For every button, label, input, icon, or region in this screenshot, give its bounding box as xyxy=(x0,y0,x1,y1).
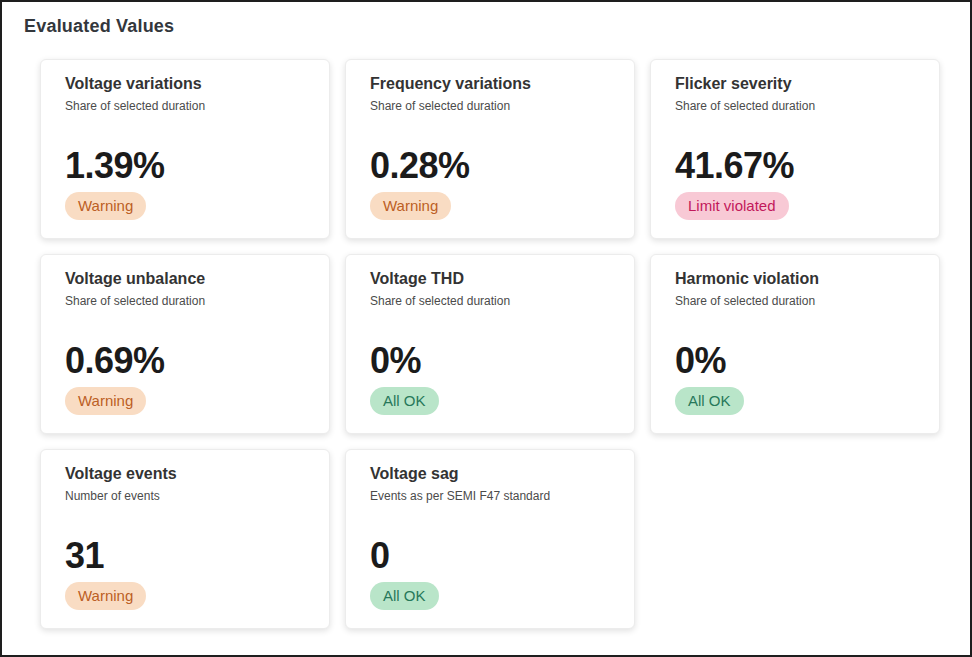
kpi-card-voltage-thd: Voltage THD Share of selected duration 0… xyxy=(345,254,635,434)
status-badge: All OK xyxy=(370,582,439,610)
card-subtitle: Share of selected duration xyxy=(370,99,510,113)
card-title: Flicker severity xyxy=(675,75,792,93)
status-badge: All OK xyxy=(675,387,744,415)
card-title: Frequency variations xyxy=(370,75,531,93)
status-badge: Warning xyxy=(370,192,451,220)
card-value: 0 xyxy=(370,538,390,574)
kpi-card-voltage-variations: Voltage variations Share of selected dur… xyxy=(40,59,330,239)
status-badge: All OK xyxy=(370,387,439,415)
card-title: Voltage variations xyxy=(65,75,202,93)
card-subtitle: Share of selected duration xyxy=(370,294,510,308)
kpi-card-voltage-events: Voltage events Number of events 31 Warni… xyxy=(40,449,330,629)
card-value: 0.69% xyxy=(65,343,165,379)
card-title: Harmonic violation xyxy=(675,270,819,288)
card-subtitle: Share of selected duration xyxy=(65,99,205,113)
card-value: 31 xyxy=(65,538,104,574)
page-title: Evaluated Values xyxy=(24,16,970,37)
card-value: 0% xyxy=(370,343,421,379)
kpi-card-flicker-severity: Flicker severity Share of selected durat… xyxy=(650,59,940,239)
card-value: 1.39% xyxy=(65,148,165,184)
kpi-card-frequency-variations: Frequency variations Share of selected d… xyxy=(345,59,635,239)
card-subtitle: Number of events xyxy=(65,489,160,503)
status-badge: Warning xyxy=(65,582,146,610)
kpi-card-voltage-sag: Voltage sag Events as per SEMI F47 stand… xyxy=(345,449,635,629)
card-subtitle: Share of selected duration xyxy=(675,294,815,308)
card-subtitle: Share of selected duration xyxy=(675,99,815,113)
card-subtitle: Share of selected duration xyxy=(65,294,205,308)
card-value: 0% xyxy=(675,343,726,379)
card-title: Voltage unbalance xyxy=(65,270,205,288)
card-title: Voltage events xyxy=(65,465,177,483)
kpi-card-voltage-unbalance: Voltage unbalance Share of selected dura… xyxy=(40,254,330,434)
status-badge: Warning xyxy=(65,192,146,220)
card-title: Voltage THD xyxy=(370,270,464,288)
kpi-card-harmonic-violation: Harmonic violation Share of selected dur… xyxy=(650,254,940,434)
kpi-grid: Voltage variations Share of selected dur… xyxy=(40,59,940,629)
card-title: Voltage sag xyxy=(370,465,459,483)
card-value: 0.28% xyxy=(370,148,470,184)
card-subtitle: Events as per SEMI F47 standard xyxy=(370,489,550,503)
status-badge: Warning xyxy=(65,387,146,415)
status-badge: Limit violated xyxy=(675,192,789,220)
card-value: 41.67% xyxy=(675,148,794,184)
